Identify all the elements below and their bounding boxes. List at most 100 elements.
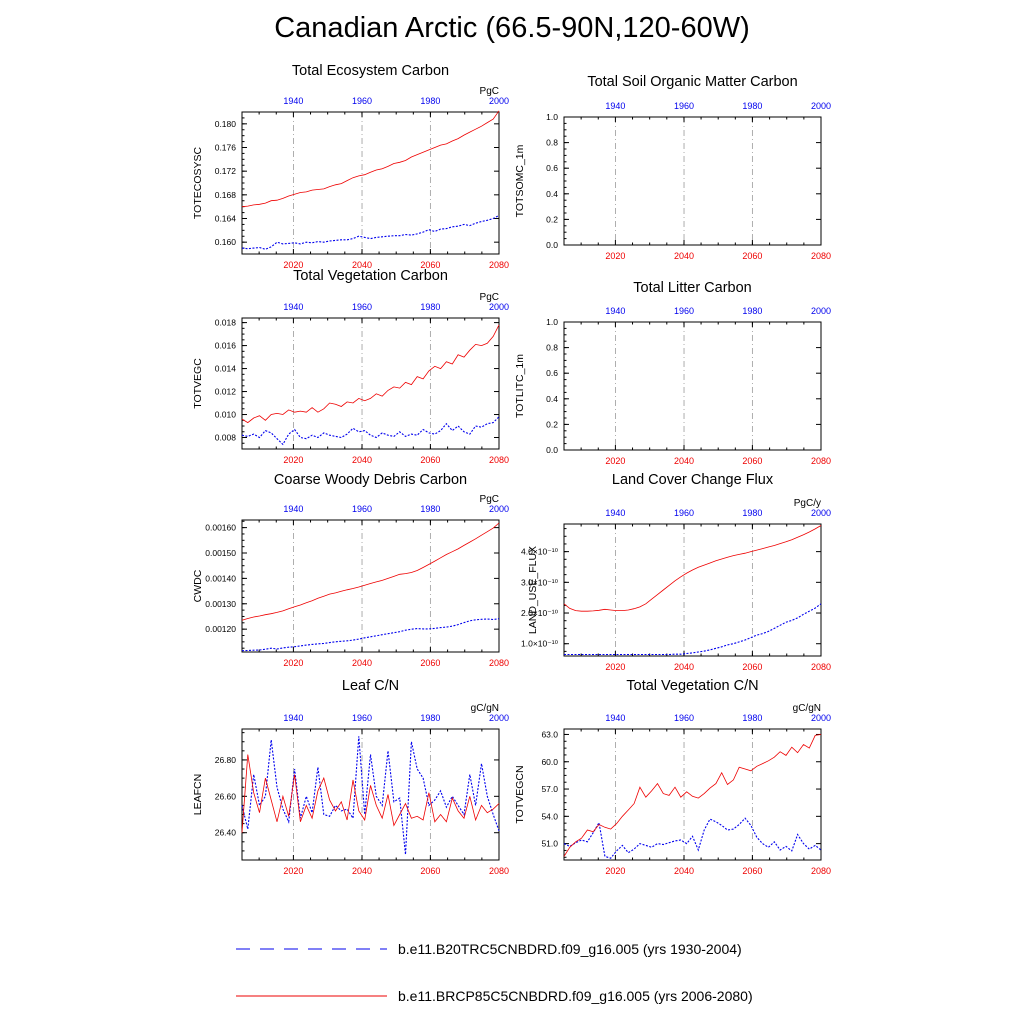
xtick-label-bottom-totvegcn-3: 2080: [811, 866, 831, 876]
xtick-label-top-totsomc-3: 2000: [811, 101, 831, 111]
ytick-label-totvegc-0: 0.008: [215, 433, 237, 443]
xtick-label-top-cwdc-0: 1940: [283, 504, 303, 514]
xtick-label-top-totlitc-1: 1960: [674, 306, 694, 316]
xtick-label-bottom-leafcn-0: 2020: [283, 866, 303, 876]
ytick-label-totsomc-1: 0.2: [546, 214, 558, 224]
xtick-label-bottom-totsomc-1: 2040: [674, 251, 694, 261]
panel-title-totvegcn: Total Vegetation C/N: [626, 678, 758, 694]
xtick-label-top-totvegcn-3: 2000: [811, 713, 831, 723]
panel-totecosysc: Total Ecosystem Carbon 2020 1940 2040 1960 20…: [192, 63, 509, 270]
ytick-label-totecosysc-5: 0.180: [215, 119, 237, 129]
xtick-label-top-leafcn-1: 1960: [352, 713, 372, 723]
xtick-label-bottom-totsomc-3: 2080: [811, 251, 831, 261]
main-title: Canadian Arctic (66.5-90N,120-60W): [274, 12, 750, 44]
xtick-label-bottom-totvegc-2: 2060: [420, 455, 440, 465]
xtick-label-bottom-cwdc-1: 2040: [352, 658, 372, 668]
series-red-cwdc: [241, 522, 500, 621]
xtick-label-top-totvegc-1: 1960: [352, 302, 372, 312]
xtick-label-top-totsomc-1: 1960: [674, 101, 694, 111]
xtick-label-top-landuseflux-0: 1940: [605, 508, 625, 518]
series-blue-landuseflux: [564, 603, 822, 656]
panel-cwdc: Coarse Woody Debris Carbon 2020 1940 2040 19…: [192, 472, 509, 668]
ytick-label-totvegc-1: 0.010: [215, 410, 237, 420]
xtick-label-bottom-totvegc-1: 2040: [352, 455, 372, 465]
xtick-label-top-leafcn-2: 1980: [420, 713, 440, 723]
xtick-label-bottom-totsomc-0: 2020: [605, 251, 625, 261]
xtick-label-top-totsomc-0: 1940: [605, 101, 625, 111]
panel-title-totlitc: Total Litter Carbon: [633, 280, 751, 296]
xtick-label-top-totvegcn-1: 1960: [674, 713, 694, 723]
xtick-label-bottom-totlitc-1: 2040: [674, 456, 694, 466]
xtick-label-top-landuseflux-3: 2000: [811, 508, 831, 518]
xtick-label-bottom-leafcn-2: 2060: [420, 866, 440, 876]
ytick-label-totvegcn-2: 57.0: [541, 784, 558, 794]
ytick-label-cwdc-2: 0.00140: [205, 573, 236, 583]
ytick-label-totvegc-2: 0.012: [215, 387, 237, 397]
ylabel-totsomc: TOTSOMC_1m: [514, 144, 526, 217]
xtick-label-bottom-landuseflux-1: 2040: [674, 662, 694, 672]
series-blue-leafcn: [241, 736, 500, 855]
ytick-label-cwdc-4: 0.00160: [205, 523, 236, 533]
xtick-label-top-totvegc-3: 2000: [489, 302, 509, 312]
ylabel-landuseflux: LAND_USE_FLUX: [527, 546, 539, 634]
panel-totlitc: Total Litter Carbon 2020 1940 2040 1960 2060 1…: [514, 280, 831, 466]
xtick-label-bottom-cwdc-0: 2020: [283, 658, 303, 668]
series-red-leafcn: [241, 754, 500, 833]
units-label-totvegc: PgC: [480, 292, 499, 303]
xtick-label-bottom-landuseflux-0: 2020: [605, 662, 625, 672]
legend-label-0: b.e11.B20TRC5CNBDRD.f09_g16.005 (yrs 193…: [398, 941, 742, 957]
ytick-label-totvegc-4: 0.016: [215, 341, 237, 351]
ylabel-totvegc: TOTVEGC: [192, 358, 204, 409]
plot-frame-totvegcn: [563, 728, 822, 861]
xtick-label-top-totlitc-3: 2000: [811, 306, 831, 316]
ytick-label-totecosysc-2: 0.168: [215, 190, 237, 200]
ytick-label-totvegc-5: 0.018: [215, 318, 237, 328]
xtick-label-top-landuseflux-1: 1960: [674, 508, 694, 518]
xtick-label-bottom-totecosysc-3: 2080: [489, 260, 509, 270]
panel-totvegc: Total Vegetation Carbon 2020 1940 2040 1960 2…: [192, 268, 509, 465]
panel-title-totecosysc: Total Ecosystem Carbon: [292, 63, 449, 79]
ytick-label-cwdc-1: 0.00130: [205, 599, 236, 609]
ytick-label-landuseflux-3: 4.0×10⁻¹⁰: [521, 547, 559, 557]
ytick-label-totsomc-0: 0.0: [546, 240, 558, 250]
xtick-label-bottom-totlitc-3: 2080: [811, 456, 831, 466]
ytick-label-totlitc-1: 0.2: [546, 419, 558, 429]
xtick-label-bottom-totlitc-2: 2060: [742, 456, 762, 466]
ytick-label-totvegcn-1: 54.0: [541, 811, 558, 821]
series-red-totvegcn: [563, 734, 822, 857]
xtick-label-top-totecosysc-2: 1980: [420, 96, 440, 106]
panel-landuseflux: Land Cover Change Flux 2020 1940 2040 1960 20…: [521, 472, 831, 672]
ytick-label-totsomc-3: 0.6: [546, 163, 558, 173]
xtick-label-top-landuseflux-2: 1980: [742, 508, 762, 518]
xtick-label-bottom-totvegc-3: 2080: [489, 455, 509, 465]
ytick-label-cwdc-3: 0.00150: [205, 548, 236, 558]
ylabel-totvegcn: TOTVEGCN: [514, 765, 526, 823]
xtick-label-top-totvegcn-2: 1980: [742, 713, 762, 723]
ytick-label-totecosysc-4: 0.176: [215, 143, 237, 153]
units-label-cwdc: PgC: [480, 494, 499, 505]
panel-title-landuseflux: Land Cover Change Flux: [612, 472, 774, 488]
xtick-label-bottom-totvegcn-0: 2020: [605, 866, 625, 876]
panel-title-cwdc: Coarse Woody Debris Carbon: [274, 472, 467, 488]
xtick-label-bottom-totecosysc-1: 2040: [352, 260, 372, 270]
ytick-label-totlitc-2: 0.4: [546, 394, 558, 404]
xtick-label-top-totecosysc-3: 2000: [489, 96, 509, 106]
xtick-label-bottom-cwdc-2: 2060: [420, 658, 440, 668]
ytick-label-landuseflux-2: 3.0×10⁻¹⁰: [521, 577, 559, 587]
xtick-label-bottom-totecosysc-2: 2060: [420, 260, 440, 270]
xtick-label-top-totecosysc-0: 1940: [283, 96, 303, 106]
ytick-label-totlitc-5: 1.0: [546, 317, 558, 327]
xtick-label-bottom-totvegcn-2: 2060: [742, 866, 762, 876]
series-blue-totvegc: [241, 416, 500, 446]
ylabel-totecosysc: TOTECOSYSC: [192, 147, 204, 220]
ytick-label-totlitc-3: 0.6: [546, 368, 558, 378]
xtick-label-top-cwdc-2: 1980: [420, 504, 440, 514]
ylabel-totlitc: TOTLITC_1m: [514, 354, 526, 418]
xtick-label-top-totvegc-2: 1980: [420, 302, 440, 312]
xtick-label-bottom-totlitc-0: 2020: [605, 456, 625, 466]
units-label-leafcn: gC/gN: [471, 703, 499, 714]
panel-title-leafcn: Leaf C/N: [342, 678, 399, 694]
xtick-label-top-totlitc-0: 1940: [605, 306, 625, 316]
